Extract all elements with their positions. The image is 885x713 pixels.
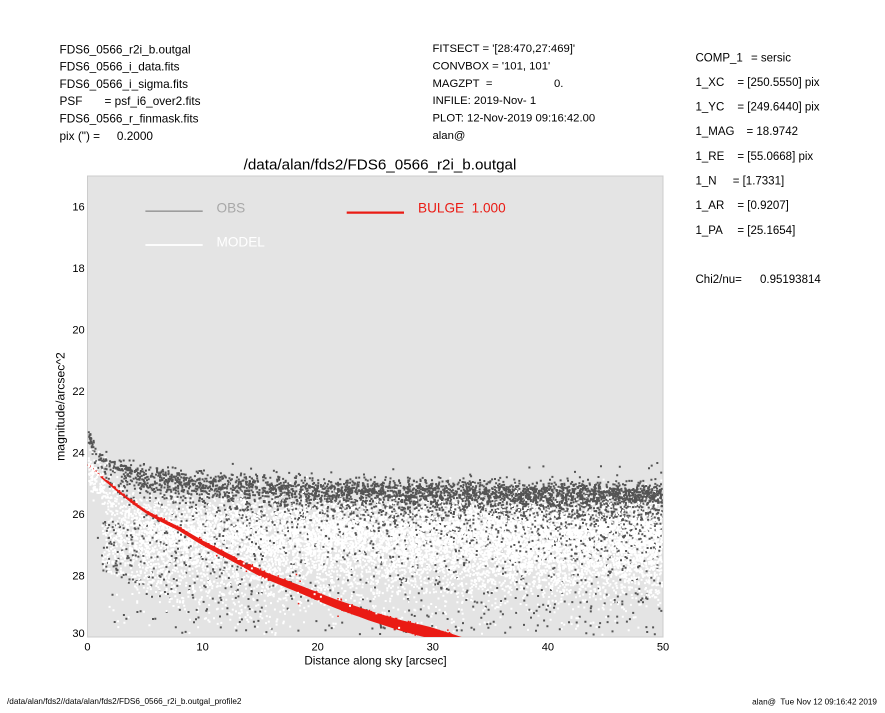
svg-text:= psf_i6_over2.fits: = psf_i6_over2.fits: [105, 94, 201, 108]
svg-text:16: 16: [72, 202, 84, 214]
svg-text:magnitude/arcsec^2: magnitude/arcsec^2: [54, 352, 68, 461]
svg-text:FDS6_0566_i_data.fits: FDS6_0566_i_data.fits: [60, 60, 180, 74]
svg-text:50: 50: [657, 642, 669, 654]
svg-text:= [25.1654]: = [25.1654]: [737, 225, 795, 237]
svg-text:PSF: PSF: [60, 94, 83, 108]
svg-text:0.: 0.: [554, 78, 563, 90]
svg-text:= [0.9207]: = [0.9207]: [737, 200, 788, 212]
svg-text:1_AR: 1_AR: [696, 200, 725, 212]
svg-text:FDS6_0566_r_finmask.fits: FDS6_0566_r_finmask.fits: [60, 112, 199, 126]
svg-text:alan@ Tue Nov 12 09:16:42 201: alan@ Tue Nov 12 09:16:42 2019: [752, 698, 877, 707]
svg-text:= 18.9742: = 18.9742: [747, 126, 798, 138]
svg-text:1_RE: 1_RE: [696, 151, 725, 163]
svg-text:1_MAG: 1_MAG: [696, 126, 735, 138]
svg-text:= sersic: = sersic: [751, 52, 791, 64]
svg-text:OBS: OBS: [217, 200, 246, 215]
svg-text:BULGE 1.000: BULGE 1.000: [418, 200, 506, 215]
svg-text:MAGZPT =: MAGZPT =: [433, 78, 493, 90]
svg-text:0.95193814: 0.95193814: [760, 274, 821, 286]
svg-text:= [250.5550] pix: = [250.5550] pix: [737, 77, 819, 89]
svg-text:40: 40: [542, 642, 554, 654]
svg-text:alan@: alan@: [433, 130, 466, 142]
svg-text:Chi2/nu=: Chi2/nu=: [696, 274, 743, 286]
svg-text:0: 0: [84, 642, 90, 654]
svg-text:PLOT: 12-Nov-2019 09:16:42.00: PLOT: 12-Nov-2019 09:16:42.00: [433, 113, 596, 125]
svg-text:1_XC: 1_XC: [696, 77, 725, 89]
svg-text:0.2000: 0.2000: [117, 129, 154, 143]
svg-text:= [55.0668] pix: = [55.0668] pix: [737, 151, 813, 163]
svg-text:= [249.6440] pix: = [249.6440] pix: [737, 102, 819, 114]
svg-text:10: 10: [196, 642, 208, 654]
svg-text:/data/alan/fds2//data/alan/fds: /data/alan/fds2//data/alan/fds2/FDS6_056…: [7, 697, 242, 706]
svg-text:pix (") =: pix (") =: [60, 129, 101, 143]
svg-text:28: 28: [72, 571, 84, 583]
svg-text:18: 18: [72, 263, 84, 275]
svg-text:INFILE: 2019-Nov- 1: INFILE: 2019-Nov- 1: [433, 95, 537, 107]
svg-text:Distance along sky [arcsec]: Distance along sky [arcsec]: [304, 654, 446, 667]
svg-text:FDS6_0566_r2i_b.outgal: FDS6_0566_r2i_b.outgal: [60, 42, 191, 56]
svg-text:/data/alan/fds2/FDS6_0566_r2i_: /data/alan/fds2/FDS6_0566_r2i_b.outgal: [244, 157, 517, 174]
svg-text:1_PA: 1_PA: [696, 225, 724, 237]
svg-text:24: 24: [72, 448, 84, 460]
svg-text:MODEL: MODEL: [217, 234, 266, 249]
svg-text:26: 26: [72, 509, 84, 521]
svg-text:20: 20: [312, 642, 324, 654]
svg-text:1_YC: 1_YC: [696, 102, 725, 114]
svg-text:20: 20: [72, 325, 84, 337]
svg-text:22: 22: [72, 386, 84, 398]
svg-text:30: 30: [72, 628, 84, 640]
svg-text:FDS6_0566_i_sigma.fits: FDS6_0566_i_sigma.fits: [60, 77, 189, 91]
svg-text:COMP_1: COMP_1: [696, 52, 743, 64]
svg-text:CONVBOX = '101, 101': CONVBOX = '101, 101': [433, 61, 551, 73]
svg-text:FITSECT = '[28:470,27:469]': FITSECT = '[28:470,27:469]': [433, 43, 576, 55]
svg-text:30: 30: [427, 642, 439, 654]
svg-text:= [1.7331]: = [1.7331]: [733, 176, 784, 188]
svg-text:1_N: 1_N: [696, 176, 717, 188]
